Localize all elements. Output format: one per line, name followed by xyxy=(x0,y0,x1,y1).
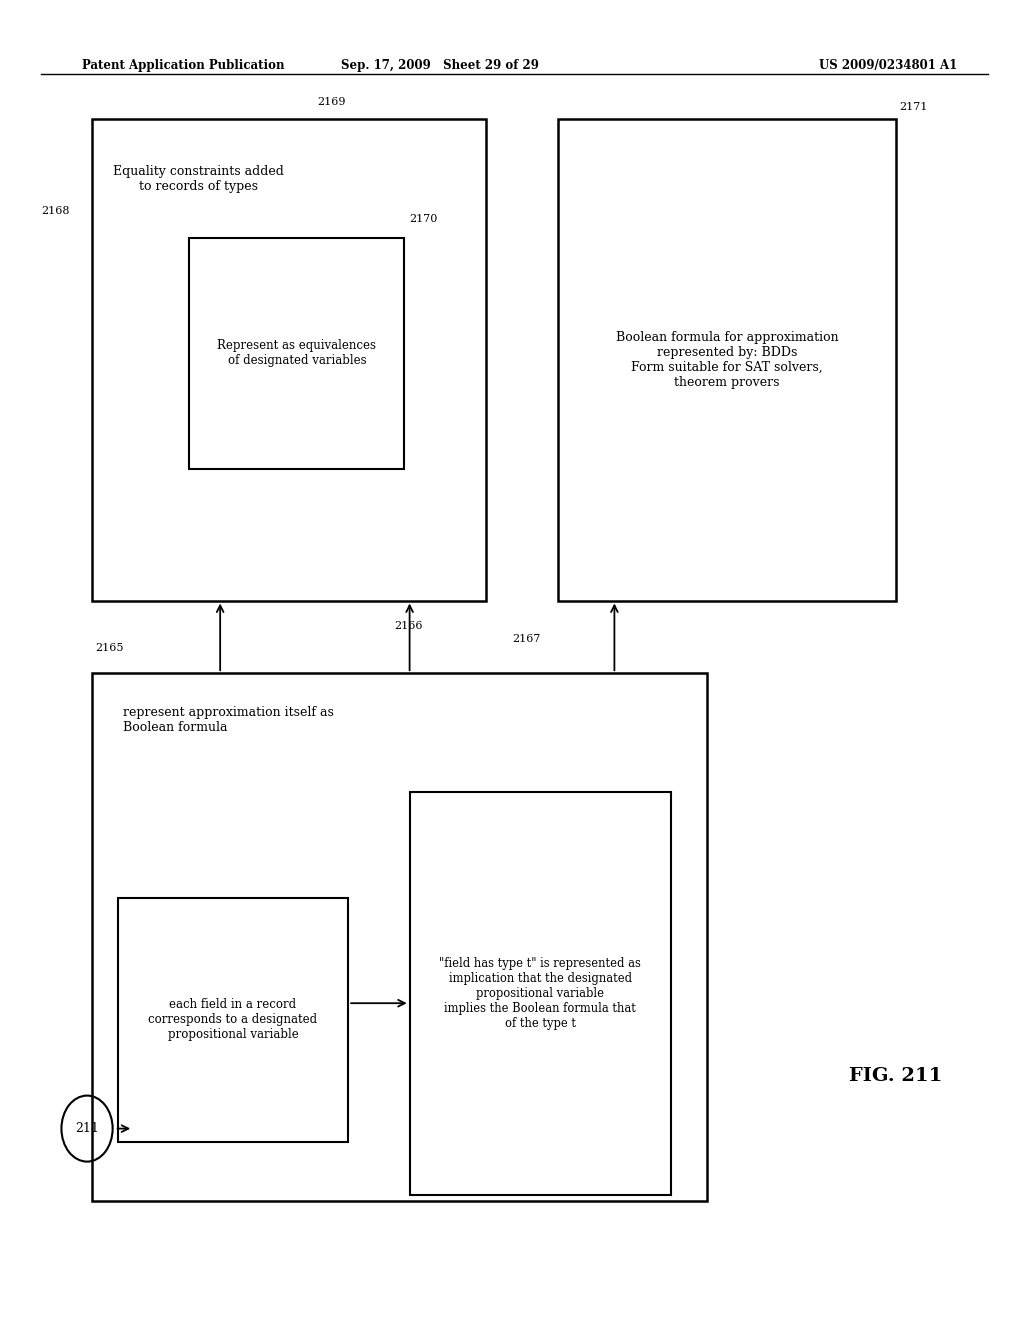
Text: 211: 211 xyxy=(75,1122,99,1135)
Text: Represent as equivalences
of designated variables: Represent as equivalences of designated … xyxy=(217,339,377,367)
Text: 2169: 2169 xyxy=(317,96,346,107)
Text: each field in a record
corresponds to a designated
propositional variable: each field in a record corresponds to a … xyxy=(148,998,317,1041)
Bar xyxy=(92,119,486,601)
Bar xyxy=(410,792,671,1195)
Bar xyxy=(92,673,707,1201)
Bar xyxy=(189,238,404,469)
Bar xyxy=(118,898,348,1142)
Text: FIG. 211: FIG. 211 xyxy=(849,1067,943,1085)
Text: 2170: 2170 xyxy=(410,214,438,224)
Text: represent approximation itself as
Boolean formula: represent approximation itself as Boolea… xyxy=(123,706,334,734)
Text: Boolean formula for approximation
represented by: BDDs
Form suitable for SAT sol: Boolean formula for approximation repres… xyxy=(615,331,839,388)
Text: 2168: 2168 xyxy=(41,206,70,216)
Text: 2165: 2165 xyxy=(95,643,124,653)
Text: 2167: 2167 xyxy=(512,634,541,644)
Text: "field has type t" is represented as
implication that the designated
proposition: "field has type t" is represented as imp… xyxy=(439,957,641,1030)
Text: 2171: 2171 xyxy=(899,102,928,112)
Bar xyxy=(558,119,896,601)
Text: Equality constraints added
to records of types: Equality constraints added to records of… xyxy=(113,165,284,193)
Text: US 2009/0234801 A1: US 2009/0234801 A1 xyxy=(819,59,957,73)
Text: Sep. 17, 2009   Sheet 29 of 29: Sep. 17, 2009 Sheet 29 of 29 xyxy=(341,59,540,73)
Text: Patent Application Publication: Patent Application Publication xyxy=(82,59,285,73)
Text: 2166: 2166 xyxy=(394,620,423,631)
